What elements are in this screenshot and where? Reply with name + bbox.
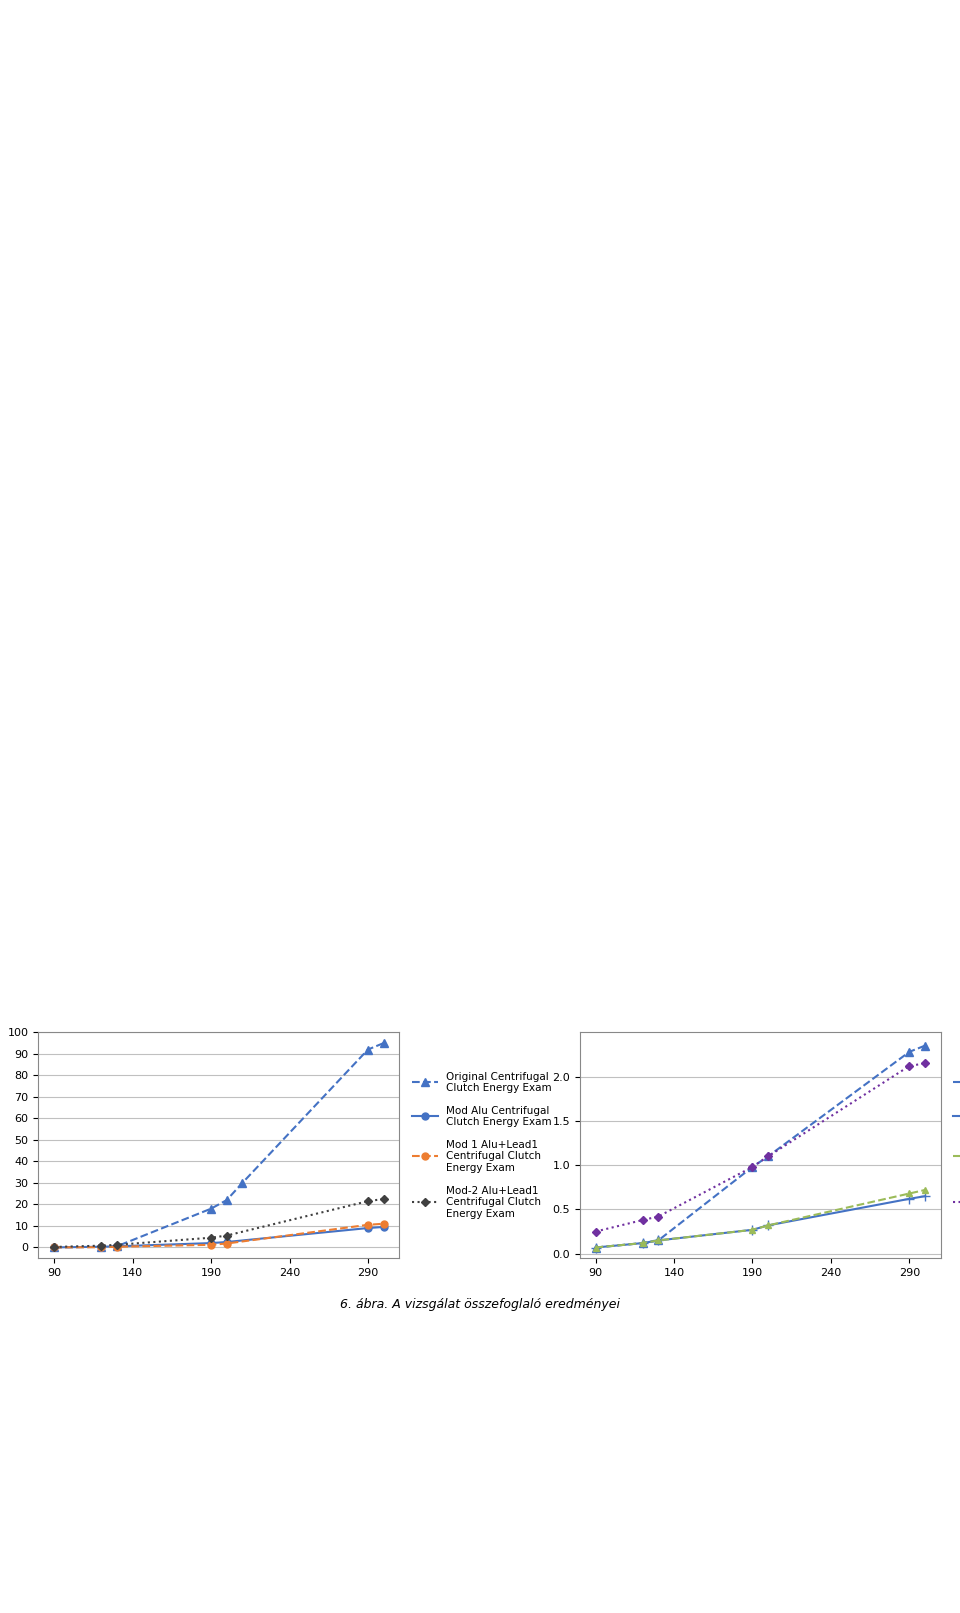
Mod 1 Alu+Lead1
Centrifugal Clutch
Energy Exam — [378, 1215, 390, 1234]
Mod Alu Centrifugal
Clutch Energy Exam — [111, 1237, 123, 1257]
Line: Mod-1 Alu+Lead
Centrifugal Clutch Stress
Exam: Mod-1 Alu+Lead Centrifugal Clutch Stress… — [592, 1187, 928, 1252]
Mod Alu Centrifugal
Clutch Energy Exam — [378, 1218, 390, 1237]
Mod-1 Alu+Lead
Centrifugal Clutch Stress
Exam — [653, 1231, 664, 1250]
Original Centrifugal Clutch
Stress Exam — [747, 1157, 758, 1176]
Mod-2 Alu+Lead1
Centrifugal Clutch
Energy Exam — [205, 1227, 217, 1247]
Mod 1 Alu+Lead1
Centrifugal Clutch
Energy Exam — [205, 1236, 217, 1255]
Mod Alu Centrifugal Clutch
Stress Exam — [762, 1216, 774, 1236]
Original Centrifugal
Clutch Energy Exam — [205, 1198, 217, 1218]
Mod Alu Centrifugal Clutch
Stress Exam — [653, 1231, 664, 1250]
Original Centrifugal
Clutch Energy Exam — [378, 1034, 390, 1053]
Mod Alu Centrifugal Clutch
Stress Exam — [589, 1237, 601, 1257]
Original Centrifugal Clutch
Stress Exam — [653, 1231, 664, 1250]
Line: Mod Alu Centrifugal Clutch
Stress Exam: Mod Alu Centrifugal Clutch Stress Exam — [590, 1192, 930, 1252]
Mod-1 Alu+Lead
Centrifugal Clutch Stress
Exam — [903, 1184, 915, 1203]
Mod-2 Alu+Lead1
Centrifugal Clutch
Energy Exam — [378, 1189, 390, 1208]
Original Centrifugal Clutch
Stress Exam — [589, 1237, 601, 1257]
Mod-2 Alu+Lead
Centrifugal Clutch Stress
Exam — [903, 1057, 915, 1076]
Mod 1 Alu+Lead1
Centrifugal Clutch
Energy Exam — [221, 1234, 232, 1253]
Mod-2 Alu+Lead1
Centrifugal Clutch
Energy Exam — [48, 1237, 60, 1257]
Original Centrifugal
Clutch Energy Exam — [111, 1237, 123, 1257]
Mod 1 Alu+Lead1
Centrifugal Clutch
Energy Exam — [111, 1237, 123, 1257]
Mod Alu Centrifugal
Clutch Energy Exam — [362, 1218, 373, 1237]
Mod Alu Centrifugal Clutch
Stress Exam — [636, 1234, 648, 1253]
Mod Alu Centrifugal
Clutch Energy Exam — [48, 1237, 60, 1257]
Line: Original Centrifugal
Clutch Energy Exam: Original Centrifugal Clutch Energy Exam — [50, 1039, 388, 1252]
Mod 1 Alu+Lead1
Centrifugal Clutch
Energy Exam — [95, 1237, 107, 1257]
Mod-2 Alu+Lead1
Centrifugal Clutch
Energy Exam — [221, 1226, 232, 1245]
Original Centrifugal Clutch
Stress Exam — [903, 1042, 915, 1061]
Original Centrifugal
Clutch Energy Exam — [362, 1040, 373, 1060]
Line: Original Centrifugal Clutch
Stress Exam: Original Centrifugal Clutch Stress Exam — [591, 1042, 929, 1252]
Original Centrifugal
Clutch Energy Exam — [237, 1173, 249, 1192]
Mod-2 Alu+Lead
Centrifugal Clutch Stress
Exam — [747, 1157, 758, 1176]
Original Centrifugal
Clutch Energy Exam — [221, 1190, 232, 1210]
Mod-2 Alu+Lead
Centrifugal Clutch Stress
Exam — [653, 1207, 664, 1226]
Mod-1 Alu+Lead
Centrifugal Clutch Stress
Exam — [920, 1181, 931, 1200]
Mod-2 Alu+Lead
Centrifugal Clutch Stress
Exam — [920, 1053, 931, 1073]
Mod-1 Alu+Lead
Centrifugal Clutch Stress
Exam — [589, 1237, 601, 1257]
Mod Alu Centrifugal
Clutch Energy Exam — [95, 1237, 107, 1257]
Original Centrifugal
Clutch Energy Exam — [48, 1237, 60, 1257]
Mod-2 Alu+Lead
Centrifugal Clutch Stress
Exam — [589, 1223, 601, 1242]
Mod-2 Alu+Lead1
Centrifugal Clutch
Energy Exam — [111, 1236, 123, 1255]
Mod Alu Centrifugal Clutch
Stress Exam — [747, 1219, 758, 1239]
Legend: Original Centrifugal
Clutch Energy Exam, Mod Alu Centrifugal
Clutch Energy Exam,: Original Centrifugal Clutch Energy Exam,… — [412, 1071, 552, 1219]
Original Centrifugal Clutch
Stress Exam — [920, 1036, 931, 1055]
Original Centrifugal
Clutch Energy Exam — [95, 1237, 107, 1257]
Legend: Original Centrifugal Clutch
Stress Exam, Mod Alu Centrifugal Clutch
Stress Exam,: Original Centrifugal Clutch Stress Exam,… — [953, 1071, 960, 1219]
Line: Mod Alu Centrifugal
Clutch Energy Exam: Mod Alu Centrifugal Clutch Energy Exam — [51, 1224, 387, 1250]
Original Centrifugal Clutch
Stress Exam — [762, 1147, 774, 1166]
Mod-1 Alu+Lead
Centrifugal Clutch Stress
Exam — [762, 1216, 774, 1236]
Mod Alu Centrifugal Clutch
Stress Exam — [903, 1189, 915, 1208]
Mod-2 Alu+Lead
Centrifugal Clutch Stress
Exam — [762, 1147, 774, 1166]
Mod-2 Alu+Lead
Centrifugal Clutch Stress
Exam — [636, 1210, 648, 1229]
Mod Alu Centrifugal Clutch
Stress Exam — [920, 1187, 931, 1207]
Mod 1 Alu+Lead1
Centrifugal Clutch
Energy Exam — [48, 1237, 60, 1257]
Mod Alu Centrifugal
Clutch Energy Exam — [221, 1232, 232, 1252]
Line: Mod 1 Alu+Lead1
Centrifugal Clutch
Energy Exam: Mod 1 Alu+Lead1 Centrifugal Clutch Energ… — [51, 1221, 387, 1250]
Mod-1 Alu+Lead
Centrifugal Clutch Stress
Exam — [747, 1219, 758, 1239]
Mod-2 Alu+Lead1
Centrifugal Clutch
Energy Exam — [362, 1192, 373, 1211]
Mod Alu Centrifugal
Clutch Energy Exam — [205, 1234, 217, 1253]
Original Centrifugal Clutch
Stress Exam — [636, 1234, 648, 1253]
Mod-1 Alu+Lead
Centrifugal Clutch Stress
Exam — [636, 1234, 648, 1253]
Mod 1 Alu+Lead1
Centrifugal Clutch
Energy Exam — [362, 1215, 373, 1234]
Text: 6. ábra. A vizsgálat összefoglaló eredményei: 6. ábra. A vizsgálat összefoglaló eredmé… — [340, 1298, 620, 1311]
Line: Mod-2 Alu+Lead
Centrifugal Clutch Stress
Exam: Mod-2 Alu+Lead Centrifugal Clutch Stress… — [592, 1060, 928, 1234]
Mod-2 Alu+Lead1
Centrifugal Clutch
Energy Exam — [95, 1236, 107, 1255]
Line: Mod-2 Alu+Lead1
Centrifugal Clutch
Energy Exam: Mod-2 Alu+Lead1 Centrifugal Clutch Energ… — [51, 1197, 387, 1250]
